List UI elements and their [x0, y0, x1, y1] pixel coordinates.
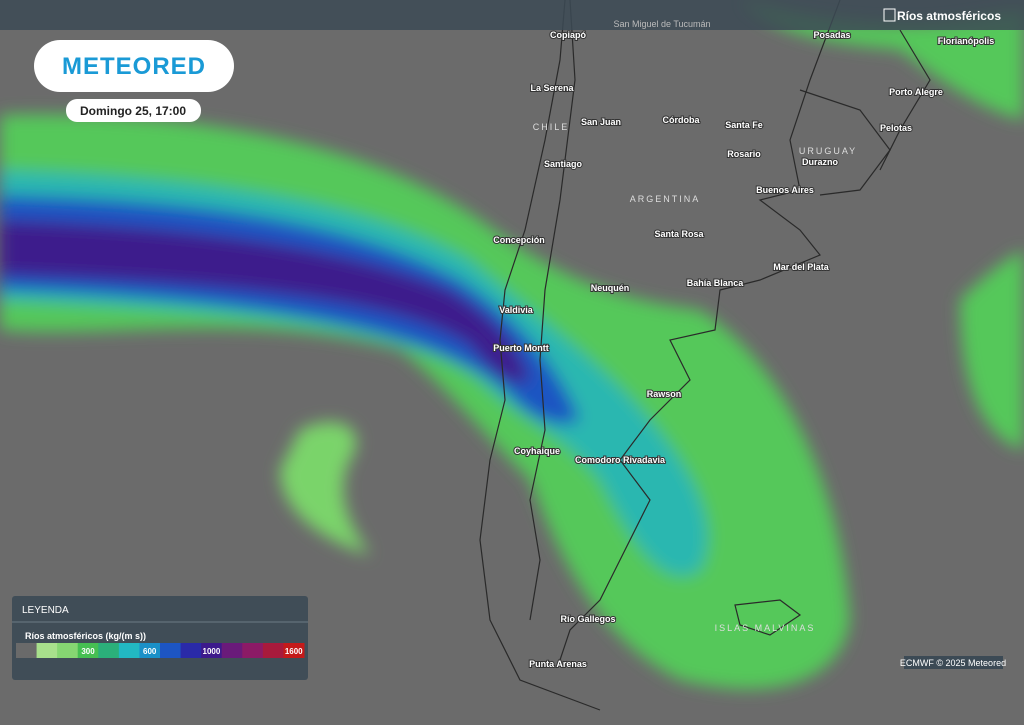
legend-title: LEYENDA — [22, 605, 69, 616]
city-label: Córdoba — [663, 115, 701, 125]
city-label: Porto Alegre — [889, 87, 943, 97]
layer-icon — [883, 8, 896, 22]
city-label: Bahía Blanca — [687, 278, 745, 288]
city-label: Mar del Plata — [773, 262, 830, 272]
legend-swatch — [98, 643, 120, 658]
legend-swatch — [201, 643, 223, 658]
legend-tick-label: 300 — [81, 647, 95, 656]
legend-tick-label: 1600 — [285, 647, 303, 656]
top-bar — [0, 0, 1024, 30]
city-label: Santa Fe — [725, 120, 763, 130]
legend-tick-label: 600 — [143, 647, 157, 656]
legend-swatch — [139, 643, 161, 658]
city-label: Santiago — [544, 159, 583, 169]
city-label: Coyhaique — [514, 446, 560, 456]
legend-swatch — [160, 643, 182, 658]
city-label: Buenos Aires — [756, 185, 814, 195]
legend-swatch — [283, 643, 305, 658]
legend-swatch — [180, 643, 202, 658]
country-label: URUGUAY — [799, 146, 857, 156]
city-label: San Miguel de Tucumán — [613, 19, 710, 29]
legend-swatch — [262, 643, 284, 658]
city-label: Puerto Montt — [493, 343, 549, 353]
logo-badge — [34, 40, 234, 92]
city-label: Durazno — [802, 157, 839, 167]
country-label: ISLAS MALVINAS — [715, 623, 816, 633]
city-label: Santa Rosa — [654, 229, 704, 239]
city-label: Neuquén — [591, 283, 630, 293]
legend-swatch — [242, 643, 264, 658]
layer-title: Ríos atmosféricos — [897, 9, 1001, 23]
coastlines — [479, 0, 931, 711]
city-label: Rosario — [727, 149, 761, 159]
legend-subtitle: Ríos atmosféricos (kg/(m s)) — [25, 631, 146, 641]
legend-swatch — [118, 643, 140, 658]
legend-scale: 300 600 1000 1600 — [16, 643, 305, 658]
city-label: Concepción — [493, 235, 545, 245]
city-label: Valdivia — [499, 305, 534, 315]
credit-box — [904, 656, 1003, 669]
logo: METEORED — [62, 53, 206, 80]
legend-swatch — [57, 643, 79, 658]
credit: ECMWF © 2025 Meteored — [900, 658, 1006, 668]
date: Domingo 25, 17:00 — [80, 104, 186, 118]
legend-box — [12, 596, 308, 680]
city-label: Florianópolis — [938, 36, 995, 46]
legend-tick-label: 1000 — [203, 647, 221, 656]
city-label: Comodoro Rivadavia — [575, 455, 666, 465]
country-label: CHILE — [533, 122, 570, 132]
legend-swatch — [77, 643, 99, 658]
date-badge — [66, 99, 201, 122]
city-label: Posadas — [813, 30, 850, 40]
country-label: ARGENTINA — [630, 194, 701, 204]
city-label: Río Gallegos — [560, 614, 615, 624]
city-label: Rawson — [647, 389, 682, 399]
city-label: Pelotas — [880, 123, 912, 133]
labels: San Miguel de Tucumán Copiapó Posadas Flori… — [492, 19, 995, 670]
legend-swatch — [36, 643, 58, 658]
legend-swatch — [221, 643, 243, 658]
city-label: La Serena — [530, 83, 574, 93]
city-label: Copiapó — [550, 30, 586, 40]
city-label: San Juan — [581, 117, 621, 127]
legend-swatch — [16, 643, 38, 658]
city-label: Punta Arenas — [529, 659, 587, 669]
